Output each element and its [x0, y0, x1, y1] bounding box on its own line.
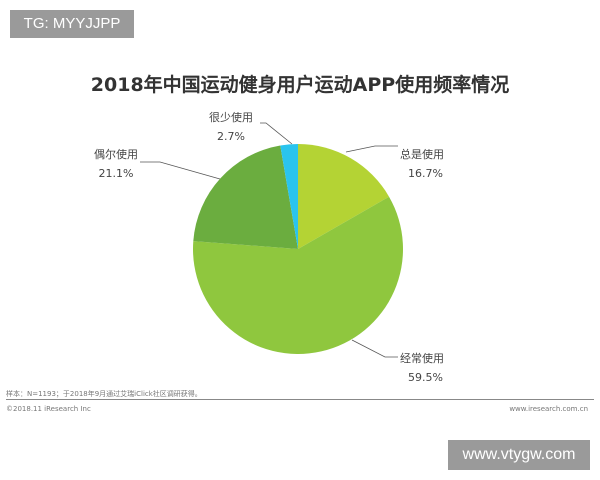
- footer-divider: [6, 399, 594, 400]
- slice-label: 很少使用: [209, 110, 253, 124]
- leader-line: [351, 339, 398, 358]
- slice-label: 偶尔使用: [94, 148, 138, 161]
- sample-note: 样本：N=1193；于2018年9月通过艾瑞iClick社区调研获得。: [6, 390, 202, 398]
- watermark-top: TG: MYYJJPP: [10, 10, 134, 38]
- slice-value-label: 16.7%: [408, 167, 443, 180]
- slice-label: 经常使用: [400, 352, 444, 365]
- slice-value-label: 21.1%: [99, 167, 134, 180]
- leader-line: [140, 161, 221, 180]
- slice-value-label: 2.7%: [217, 130, 245, 143]
- copyright: ©2018.11 iResearch Inc: [6, 405, 91, 413]
- slice-label: 总是使用: [400, 147, 444, 161]
- pie-slice: [280, 144, 298, 249]
- pie-slice: [193, 145, 298, 249]
- leader-line: [260, 122, 293, 145]
- pie-slice: [298, 144, 390, 249]
- leader-line: [345, 145, 398, 153]
- pie-slice: [193, 196, 403, 354]
- slice-value-label: 59.5%: [408, 371, 443, 384]
- source-site: www.iresearch.com.cn: [509, 405, 588, 413]
- chart-title: 2018年中国运动健身用户运动APP使用频率情况: [90, 74, 510, 96]
- watermark-bottom: www.vtygw.com: [448, 440, 590, 470]
